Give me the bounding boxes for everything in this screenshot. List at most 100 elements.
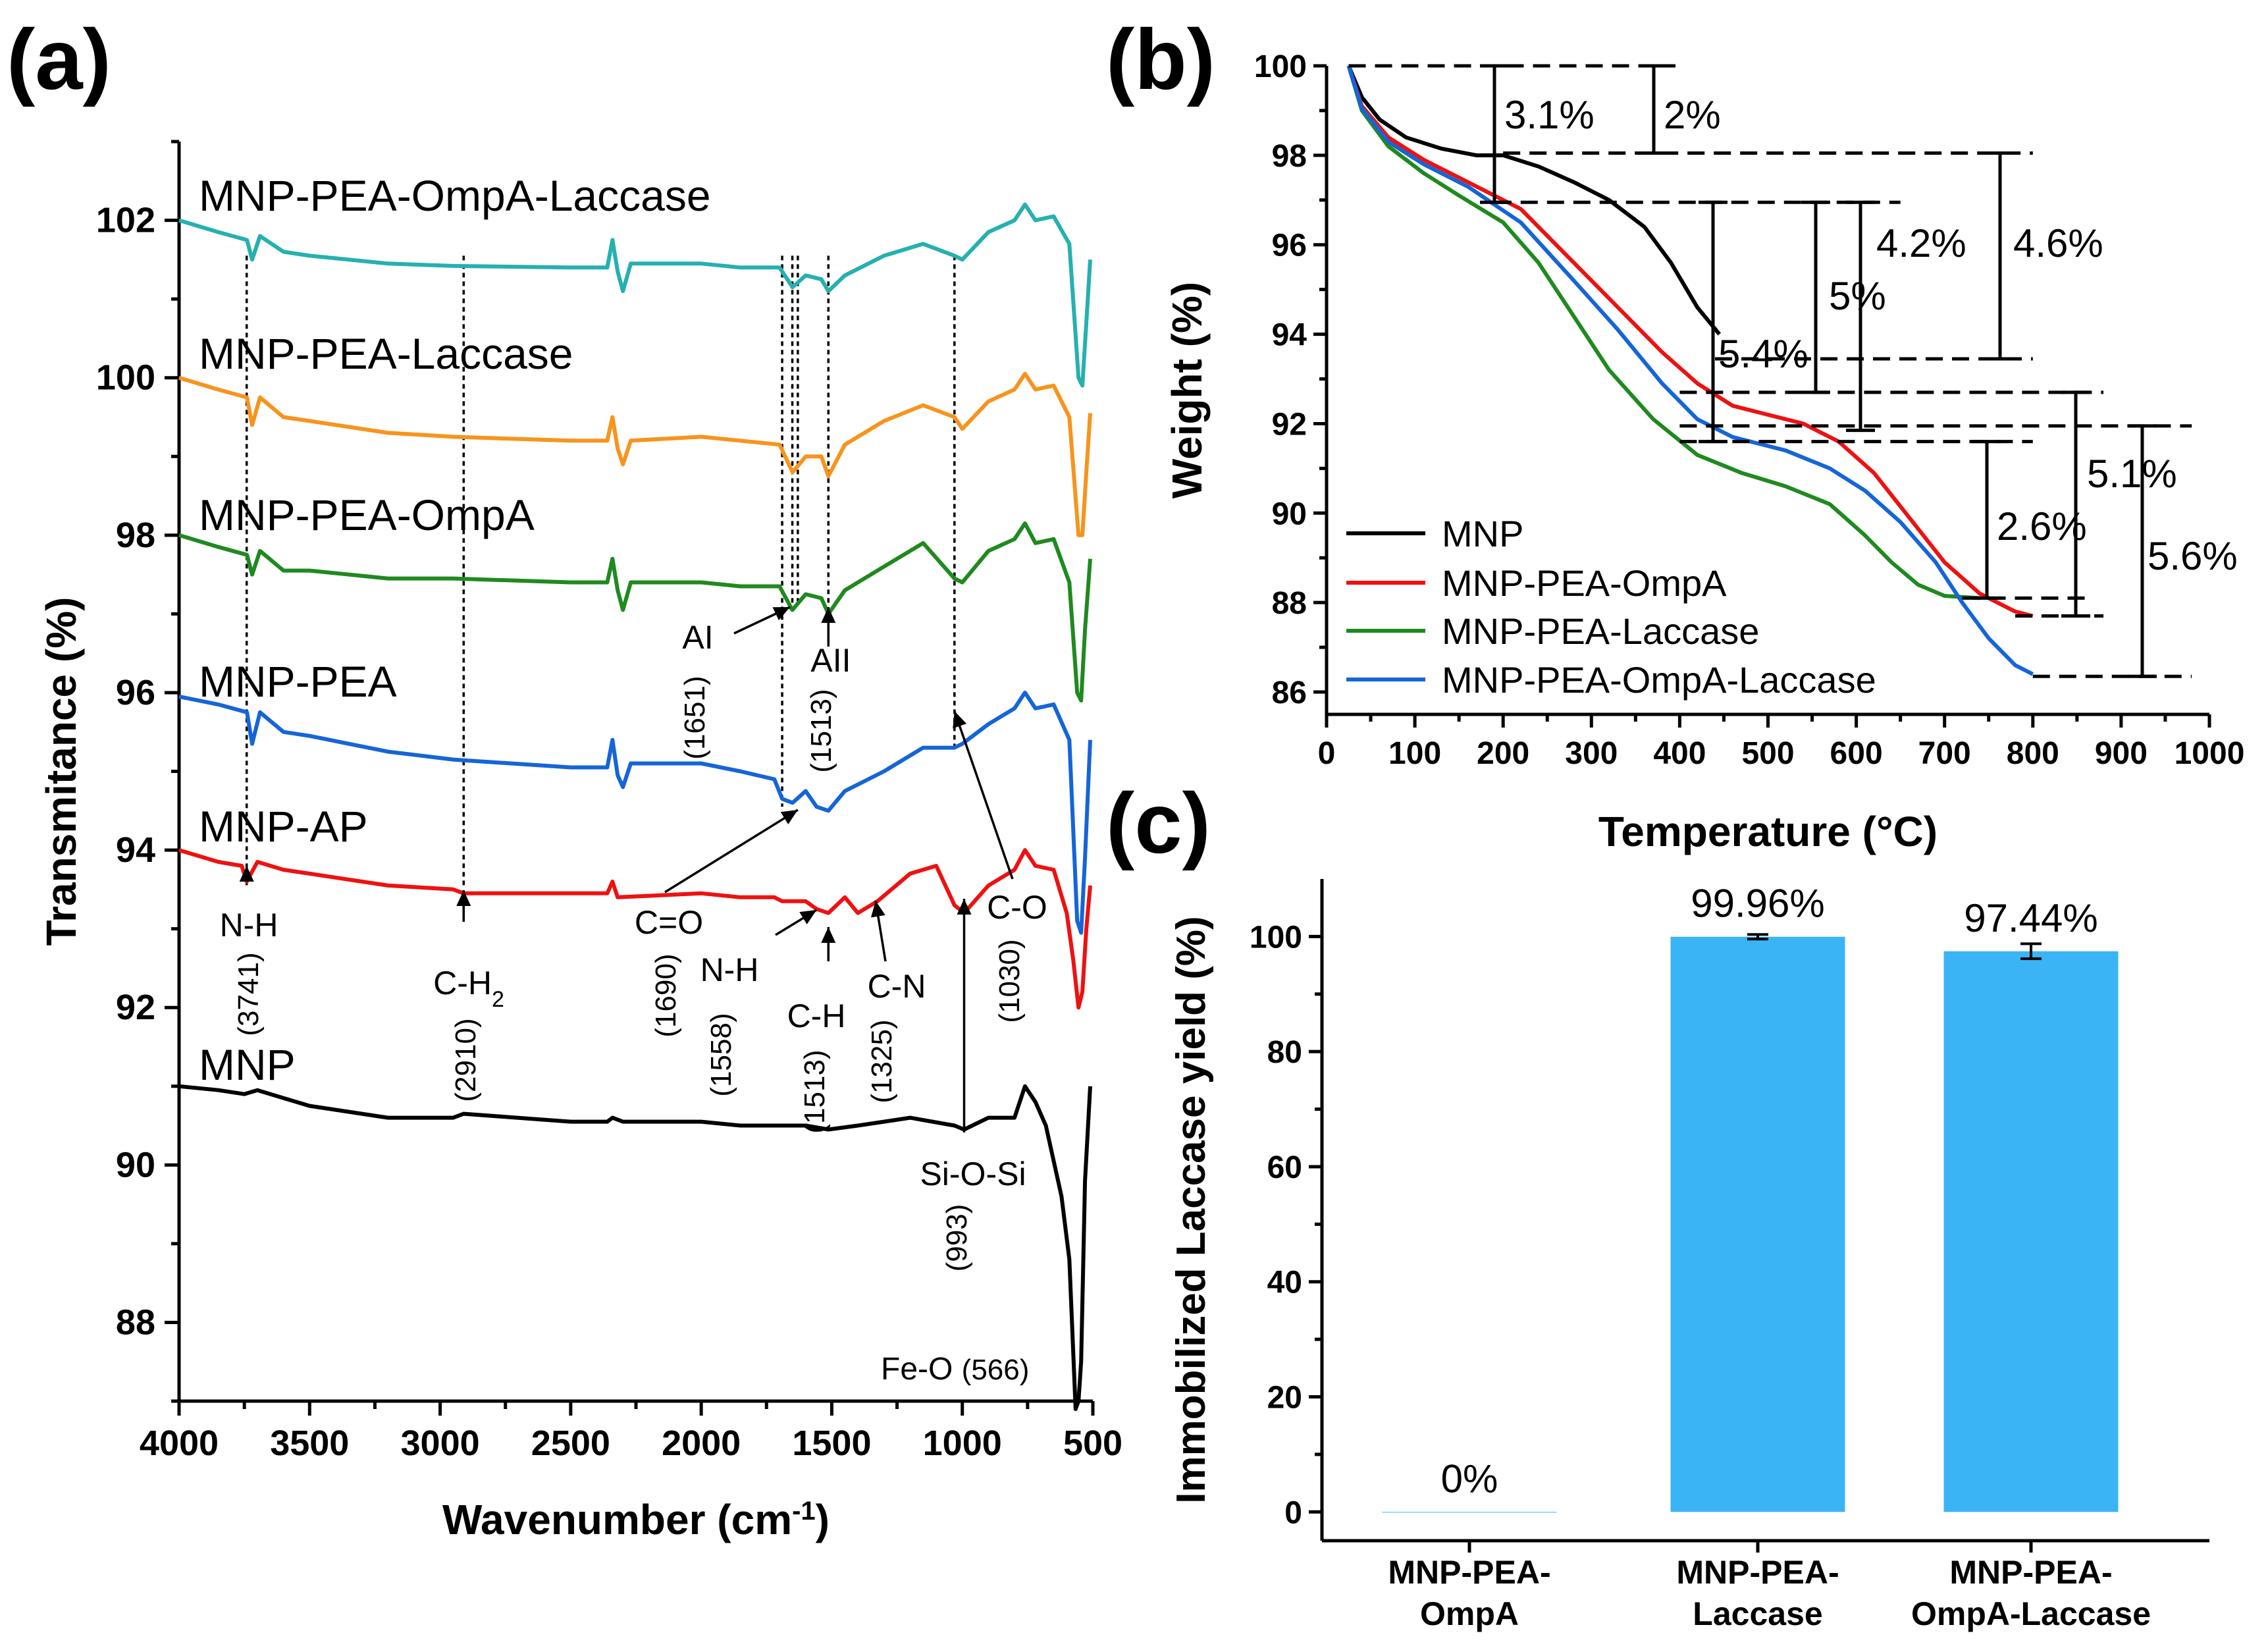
panel-label-b: (b)	[1106, 11, 1215, 107]
annotation-arrow-head	[957, 899, 972, 915]
tga-line-mnp-pea-laccase	[1346, 65, 1980, 600]
annotation-arrow-head	[772, 607, 790, 621]
y-tick-label: 96	[116, 673, 155, 712]
series-label: MNP-PEA-Laccase	[199, 329, 573, 378]
annotation-co2: C-O	[987, 889, 1047, 926]
y-tick-label: 90	[1272, 496, 1307, 531]
annotation-value: (993)	[941, 1204, 973, 1272]
x-tick-label: 800	[2007, 736, 2059, 771]
panel-c-yield-bar-chart: (c) 0 20 40 60 80 100 Immobilized Laccase yield…	[1106, 775, 2209, 1632]
panel-label-a: (a)	[7, 11, 111, 107]
category-label: MNP-PEA-	[1388, 1554, 1550, 1591]
annotation-nh2: N-H	[700, 951, 759, 988]
x-tick-label: 500	[1063, 1424, 1122, 1463]
annotation-cn: C-N	[868, 968, 926, 1005]
annotation-arrow-shaft	[953, 710, 1014, 880]
y-tick-label: 88	[116, 1302, 155, 1342]
percent-annotation: 2.6%	[1997, 504, 2087, 548]
annotation-ai: AI	[682, 619, 713, 656]
bar-value-label: 97.44%	[1964, 896, 2098, 940]
annotation-arrow-head	[780, 810, 798, 824]
ftir-line-mnp-pea-ompa	[178, 521, 1092, 703]
annotation-arrow-shaft	[664, 809, 799, 893]
y-tick-label: 94	[116, 830, 155, 870]
x-tick-label: 100	[1388, 736, 1441, 771]
bar-3	[1943, 951, 2119, 1512]
category-label: OmpA	[1420, 1595, 1519, 1632]
category-label: MNP-PEA-	[1676, 1554, 1839, 1591]
annotation-siosi: Si-O-Si	[920, 1156, 1026, 1192]
x-axis-label: Wavenumber (cm-1)	[442, 1496, 830, 1543]
category-label: Laccase	[1693, 1595, 1822, 1632]
percent-annotation: 4.2%	[1876, 221, 1966, 265]
ftir-line-mnp-pea-ompa-laccase	[178, 202, 1092, 388]
annotation-value: (3741)	[232, 952, 265, 1036]
annotation-value: (1513)	[805, 689, 837, 772]
annotation-co: C=O	[635, 904, 703, 941]
x-tick-label: 3500	[270, 1424, 349, 1463]
percent-annotation: 5%	[1829, 274, 1886, 318]
y-tick-label: 20	[1267, 1381, 1302, 1416]
y-tick-label: 90	[116, 1145, 155, 1184]
x-tick-label: 600	[1830, 736, 1883, 771]
series-label: MNP-PEA-OmpA	[199, 491, 535, 539]
annotation-ch2: C-H2	[433, 965, 504, 1012]
annotation-value: (1030)	[993, 939, 1026, 1023]
percent-annotation: 2%	[1664, 93, 1721, 137]
y-tick-label: 94	[1272, 318, 1307, 353]
x-tick-label: 900	[2095, 736, 2148, 771]
y-tick-label: 92	[1272, 407, 1307, 442]
y-tick-label: 60	[1267, 1150, 1302, 1185]
y-axis-label: Transmitance (%)	[38, 597, 85, 946]
bar-value-label: 0%	[1441, 1456, 1498, 1501]
x-tick-label: 1500	[792, 1424, 871, 1463]
series-label: MNP-PEA	[199, 657, 397, 706]
y-tick-label: 100	[1250, 920, 1302, 955]
y-tick-label: 100	[1254, 49, 1307, 84]
y-tick-label: 92	[116, 988, 155, 1027]
legend-label: MNP-PEA-OmpA-Laccase	[1442, 659, 1876, 701]
annotation-arrow-head	[871, 901, 885, 918]
annotation-arrow-head	[799, 910, 817, 924]
annotation-value: (1651)	[679, 676, 711, 759]
annotation-arrow-head	[821, 607, 836, 623]
x-tick-label: 1000	[2175, 736, 2245, 771]
percent-annotation: 5.6%	[2148, 534, 2238, 578]
x-tick-label: 500	[1741, 736, 1794, 771]
ftir-line-mnp	[178, 1084, 1092, 1411]
y-tick-label: 102	[96, 201, 155, 240]
ftir-line-mnp-ap	[178, 848, 1092, 1010]
x-axis-label: Temperature (°C)	[1598, 808, 1938, 855]
annotation-value: (1558)	[705, 1013, 737, 1096]
y-tick-label: 0	[1284, 1495, 1302, 1530]
x-tick-label: 700	[1918, 736, 1971, 771]
category-label: OmpA-Laccase	[1911, 1595, 2151, 1632]
x-tick-label: 200	[1477, 736, 1529, 771]
legend-label: MNP-PEA-OmpA	[1442, 562, 1727, 604]
ftir-line-mnp-pea-laccase	[178, 371, 1092, 537]
panel-label-c: (c)	[1106, 775, 1211, 871]
x-tick-label: 400	[1653, 736, 1706, 771]
percent-annotation: 5.4%	[1718, 332, 1808, 376]
percent-annotation: 4.6%	[2013, 221, 2103, 265]
y-tick-label: 96	[1272, 228, 1307, 263]
annotation-arrow-head	[239, 866, 254, 882]
x-tick-label: 2500	[531, 1424, 610, 1463]
y-tick-label: 88	[1272, 586, 1307, 621]
x-tick-label: 300	[1565, 736, 1618, 771]
x-tick-label: 3000	[401, 1424, 480, 1463]
annotation-value: (1325)	[866, 1019, 898, 1103]
bar-2	[1670, 936, 1845, 1512]
annotation-value: (1513)	[799, 1050, 831, 1133]
x-tick-label: 2000	[662, 1424, 741, 1463]
x-tick-label: 4000	[140, 1424, 219, 1463]
tga-line-mnp-pea-ompa	[1346, 65, 2034, 618]
y-axis-label: Immobilized Laccase yield (%)	[1169, 916, 1214, 1503]
ftir-line-mnp-pea	[178, 690, 1092, 935]
percent-annotation: 3.1%	[1504, 93, 1595, 137]
panel-a-ftir-chart: (a) 4000 3500 3000 2500 2000 1500 1000 500 88 90 92…	[7, 11, 1122, 1543]
series-label: MNP	[199, 1040, 296, 1089]
series-label: MNP-PEA-OmpA-Laccase	[199, 171, 711, 220]
bar-value-label: 99.96%	[1691, 882, 1825, 926]
